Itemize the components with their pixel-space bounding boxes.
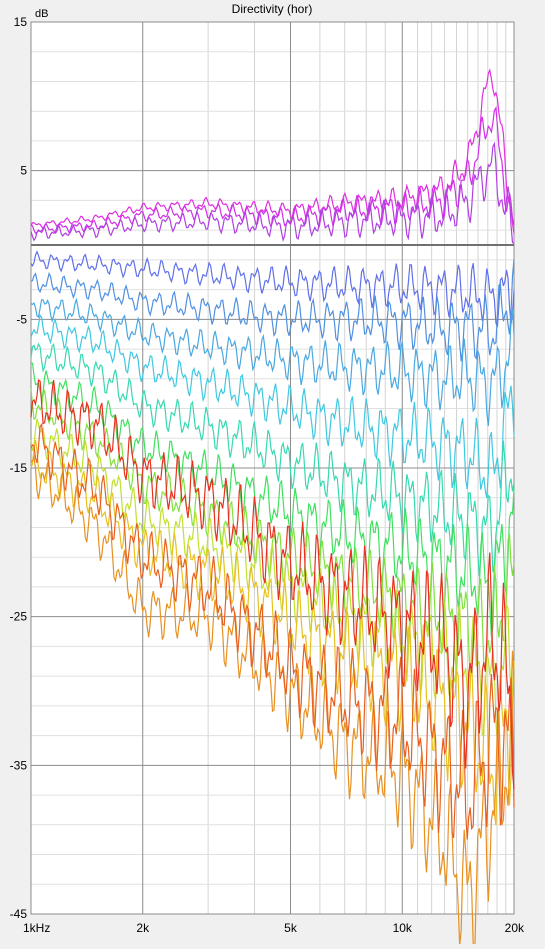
series-line <box>30 362 515 638</box>
series-line <box>30 439 515 826</box>
series-line <box>30 259 515 362</box>
tick-labels: 1kHz 2k 5k 10k 20k 15 5 -5 -15 -25 -35 -45 <box>10 15 525 935</box>
x-tick-label: 5k <box>284 921 298 935</box>
series-lines <box>30 68 515 949</box>
series-line <box>30 418 515 744</box>
series-line <box>30 68 515 234</box>
series-line <box>30 422 515 840</box>
series-line <box>30 297 515 426</box>
y-tick-label: -25 <box>10 610 28 624</box>
chart-title: Directivity (hor) <box>232 2 313 16</box>
y-tick-label: -5 <box>16 312 27 326</box>
y-tick-label: -35 <box>10 758 28 772</box>
series-line <box>30 314 515 499</box>
series-line <box>30 379 515 789</box>
series-line <box>30 141 515 244</box>
x-tick-label: 20k <box>505 921 525 935</box>
y-tick-label: -45 <box>10 907 28 921</box>
y-tick-label: 5 <box>20 164 27 178</box>
series-line <box>30 454 515 949</box>
x-tick-label: 10k <box>393 921 413 935</box>
x-tick-label: 1kHz <box>23 921 50 935</box>
series-line <box>30 388 515 679</box>
y-tick-label: -15 <box>10 461 28 475</box>
x-tick-label: 2k <box>136 921 150 935</box>
series-line <box>30 106 515 235</box>
series-line <box>30 342 515 577</box>
y-tick-label: 15 <box>14 15 28 29</box>
series-line <box>30 250 515 328</box>
y-axis-label: dB <box>35 8 48 20</box>
